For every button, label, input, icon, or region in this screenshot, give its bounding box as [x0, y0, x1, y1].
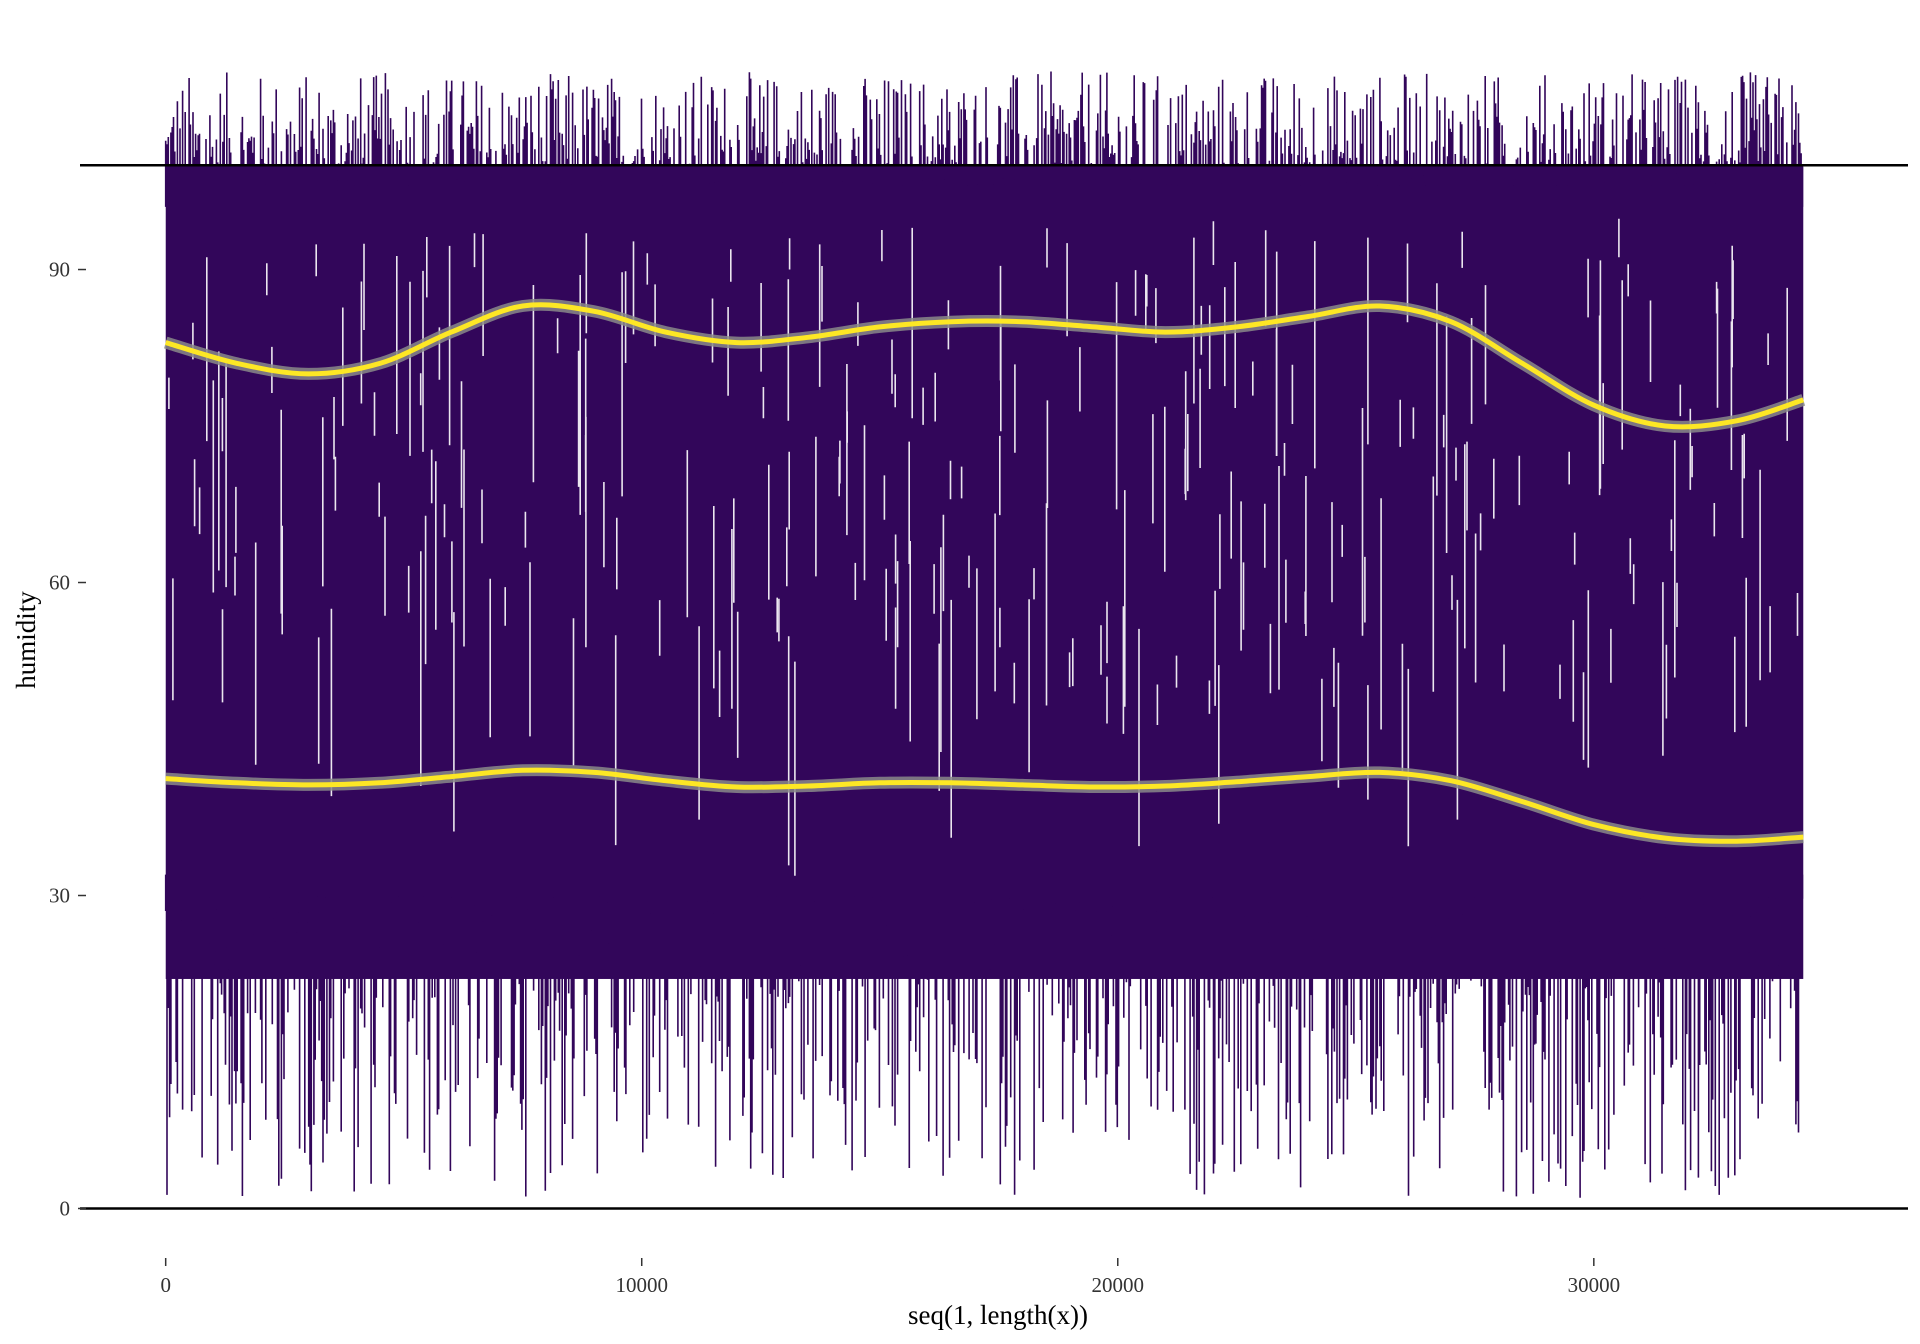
humidity-raw-series — [164, 71, 1804, 1198]
y-tick-label-90: 90 — [49, 258, 70, 282]
reference-lines — [80, 163, 1908, 1210]
smooth-line-1 — [164, 302, 1805, 430]
x-tick-label-30000: 30000 — [1568, 1273, 1621, 1297]
x-tick-label-10000: 10000 — [615, 1273, 668, 1297]
y-tick-label-0: 0 — [60, 1196, 71, 1220]
y-tick-label-60: 60 — [49, 571, 70, 595]
smooth-line-2 — [165, 767, 1804, 844]
smooth-layer — [163, 298, 1806, 848]
raw-series-spikes — [164, 71, 1804, 1198]
raw-series-core — [165, 165, 1804, 979]
x-tick-label-0: 0 — [160, 1273, 171, 1297]
x-tick-label-20000: 20000 — [1092, 1273, 1145, 1297]
raw-series-gaps — [168, 218, 1799, 876]
y-tick-label-30: 30 — [49, 883, 70, 907]
x-axis-title: seq(1, length(x)) — [908, 1300, 1088, 1330]
y-axis-title: humidity — [11, 591, 41, 689]
y-axis: 0 30 60 90 — [49, 258, 86, 1220]
x-axis: 0 10000 20000 30000 — [160, 1258, 1620, 1297]
